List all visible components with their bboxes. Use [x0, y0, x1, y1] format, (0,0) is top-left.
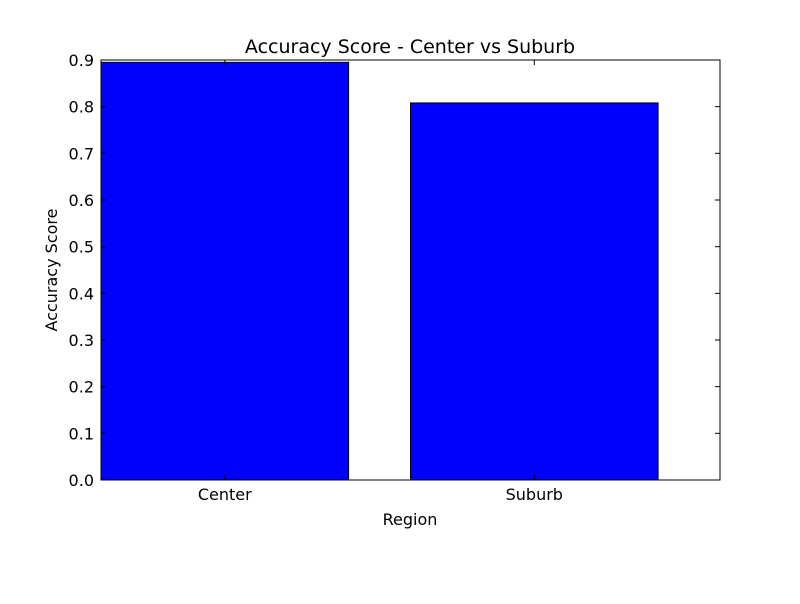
plot-area-frame	[100, 59, 721, 481]
y-tick-label: 0.7	[69, 144, 94, 163]
x-axis-ticks: Center Suburb	[198, 60, 563, 504]
x-tick-label: Center	[198, 485, 252, 504]
chart-title: Accuracy Score - Center vs Suburb	[245, 36, 575, 58]
y-tick-label: 0.9	[69, 51, 94, 70]
x-axis-label: Region	[383, 510, 438, 529]
y-tick-label: 0.5	[69, 238, 94, 257]
y-tick-label: 0.1	[69, 424, 94, 443]
bar-suburb	[410, 102, 659, 481]
y-tick-label: 0.6	[69, 191, 94, 210]
bars-group	[100, 61, 659, 481]
x-tick-label: Suburb	[506, 485, 563, 504]
y-tick-label: 0.2	[69, 378, 94, 397]
y-axis-label: Accuracy Score	[42, 209, 61, 332]
y-axis-ticks: 0.0 0.1 0.2 0.3 0.4 0.5 0.6 0.7 0.8 0.9	[69, 51, 720, 490]
bar-center	[100, 61, 350, 481]
y-tick-label: 0.4	[69, 284, 94, 303]
y-tick-label: 0.0	[69, 471, 94, 490]
y-tick-label: 0.3	[69, 331, 94, 350]
y-tick-label: 0.8	[69, 98, 94, 117]
